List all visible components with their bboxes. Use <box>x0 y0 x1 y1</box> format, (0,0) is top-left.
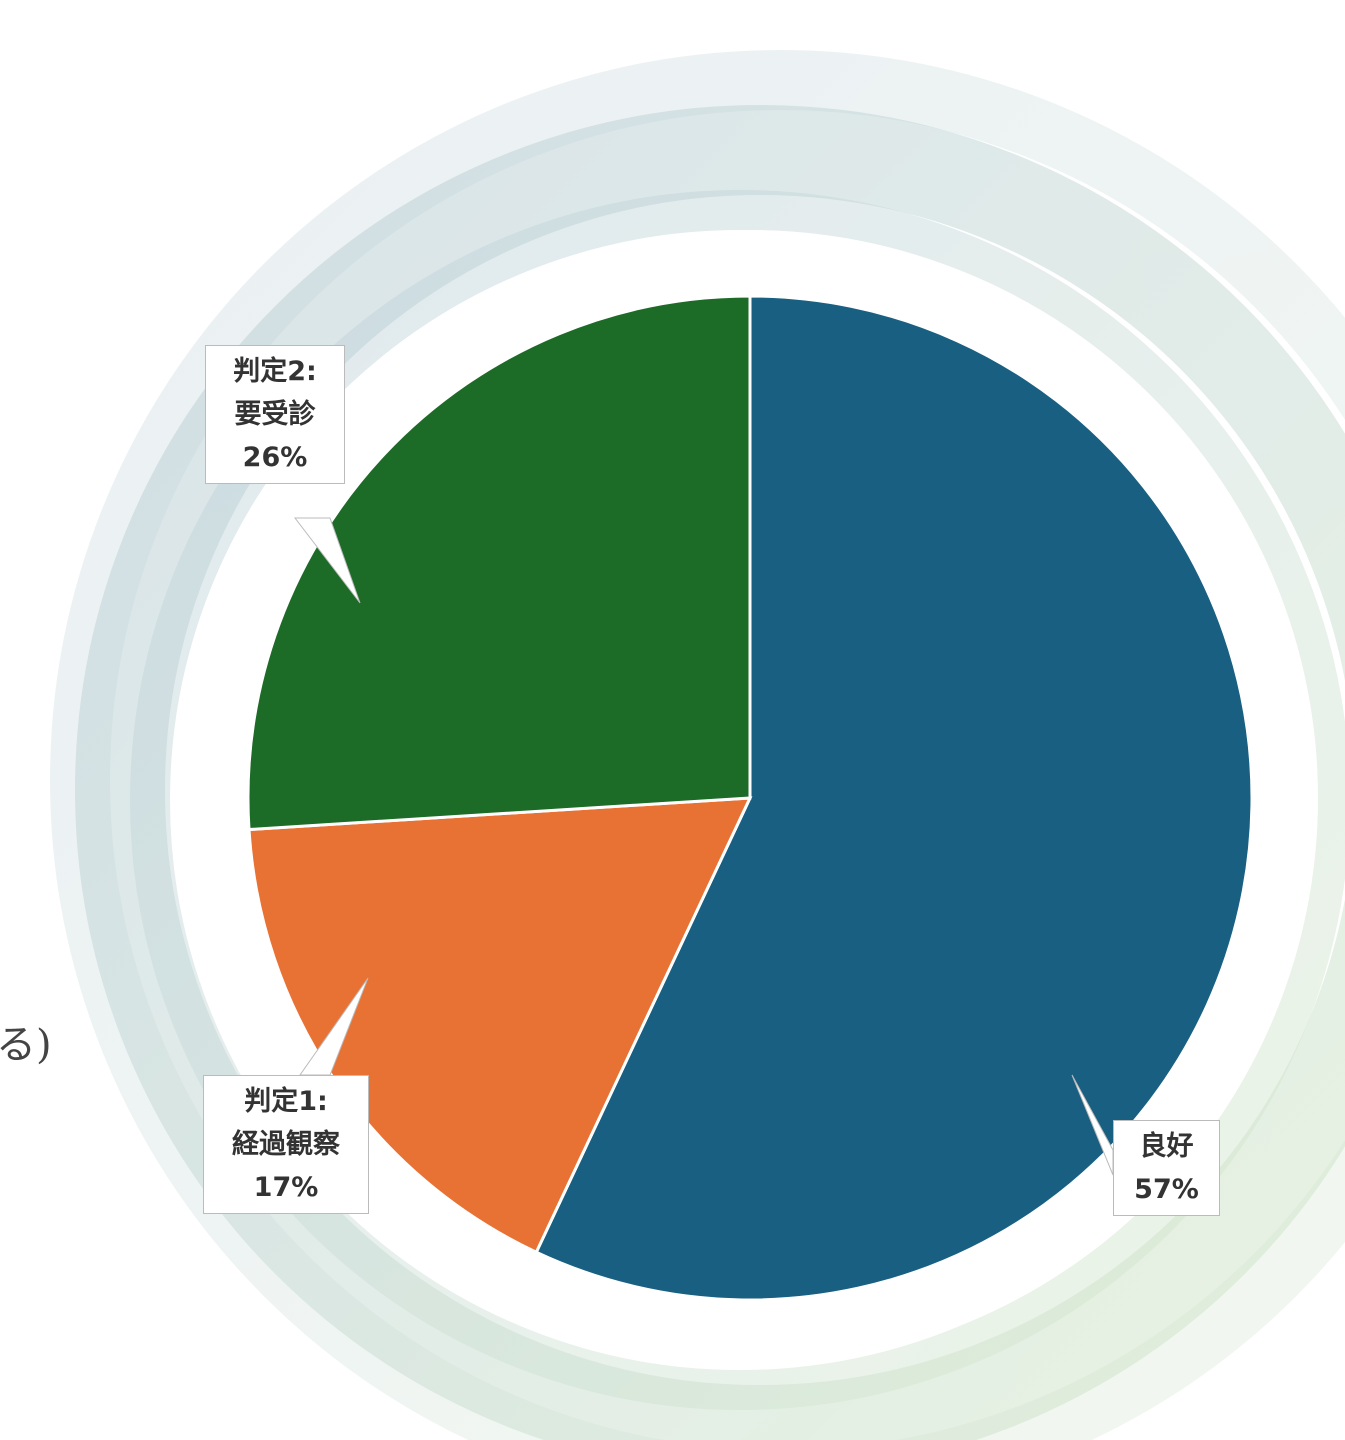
category-label: 判定2: 要受診 <box>214 350 336 436</box>
category-label: 判定1: 経過観察 <box>212 1080 360 1166</box>
category-label: 良好 <box>1122 1125 1211 1168</box>
chart: る) 良好57% 判定1: 経過観察17% 判定2: 要受診26% <box>0 0 1345 1440</box>
chart-canvas <box>0 0 1345 1440</box>
value-label: 57% <box>1122 1168 1211 1211</box>
value-label: 17% <box>212 1166 360 1209</box>
value-label: 26% <box>214 436 336 479</box>
annotation: る) <box>0 1012 52 1070</box>
